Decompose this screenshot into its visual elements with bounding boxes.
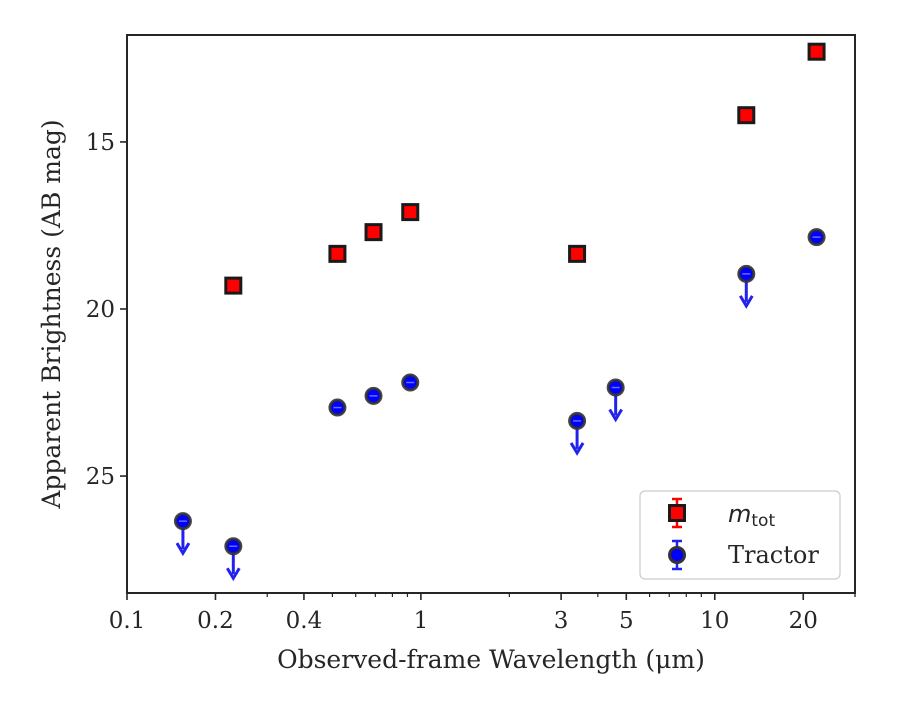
upper-limit-arrow-head	[226, 567, 241, 582]
legend-item-tractor: Tractor	[668, 539, 819, 571]
tractor-point	[807, 228, 826, 247]
y-tick-label: 20	[86, 297, 115, 323]
mtot-point	[737, 106, 756, 125]
tractor-point	[568, 411, 587, 456]
mtot-point	[807, 42, 826, 61]
legend-items: mtot Tractor	[668, 497, 819, 571]
legend-circle-marker	[668, 546, 686, 564]
x-tick-label: 0.2	[197, 608, 234, 634]
upper-limit-arrow-head	[175, 542, 191, 557]
legend: mtot Tractor	[639, 490, 841, 580]
plot-layer	[173, 42, 826, 582]
mtot-point	[364, 223, 383, 242]
tractor-point	[224, 537, 243, 582]
mtot-point	[328, 244, 347, 263]
upper-limit-arrow-head	[739, 295, 754, 309]
legend-square-marker	[668, 504, 686, 522]
x-tick-label: 10	[700, 608, 729, 634]
plot-frame	[126, 34, 856, 594]
upper-limit-arrow-head	[608, 408, 623, 423]
tractor-point	[401, 373, 420, 392]
legend-label-tractor: Tractor	[728, 541, 819, 569]
x-tick-label: 3	[554, 608, 569, 634]
tractor-point	[328, 398, 347, 417]
mtot-point	[568, 244, 587, 263]
upper-limit-arrow-head	[569, 442, 585, 456]
legend-label-mtot: mtot	[728, 500, 775, 531]
x-tick-label: 1	[414, 608, 429, 634]
x-tick-label: 5	[619, 608, 634, 634]
x-tick-label: 0.1	[109, 608, 146, 634]
y-tick-label: 15	[86, 130, 115, 156]
y-tick-label: 25	[86, 464, 115, 490]
tractor-point	[606, 378, 625, 423]
legend-item-mtot: mtot	[668, 497, 775, 531]
tractor-point	[737, 264, 756, 309]
mtot-point	[224, 276, 243, 295]
y-axis-label: Apparent Brightness (AB mag)	[37, 119, 66, 509]
mtot-point	[401, 203, 420, 222]
tractor-point	[364, 386, 383, 405]
legend-box	[639, 490, 841, 580]
x-axis-label: Observed-frame Wavelength (μm)	[277, 645, 705, 674]
x-tick-label: 0.4	[286, 608, 323, 634]
tractor-point	[173, 512, 192, 557]
axes-layer: 0.1 0.2 0.4 1 3 5 10 20 15 20 25	[86, 130, 856, 634]
x-tick-label: 20	[789, 608, 818, 634]
